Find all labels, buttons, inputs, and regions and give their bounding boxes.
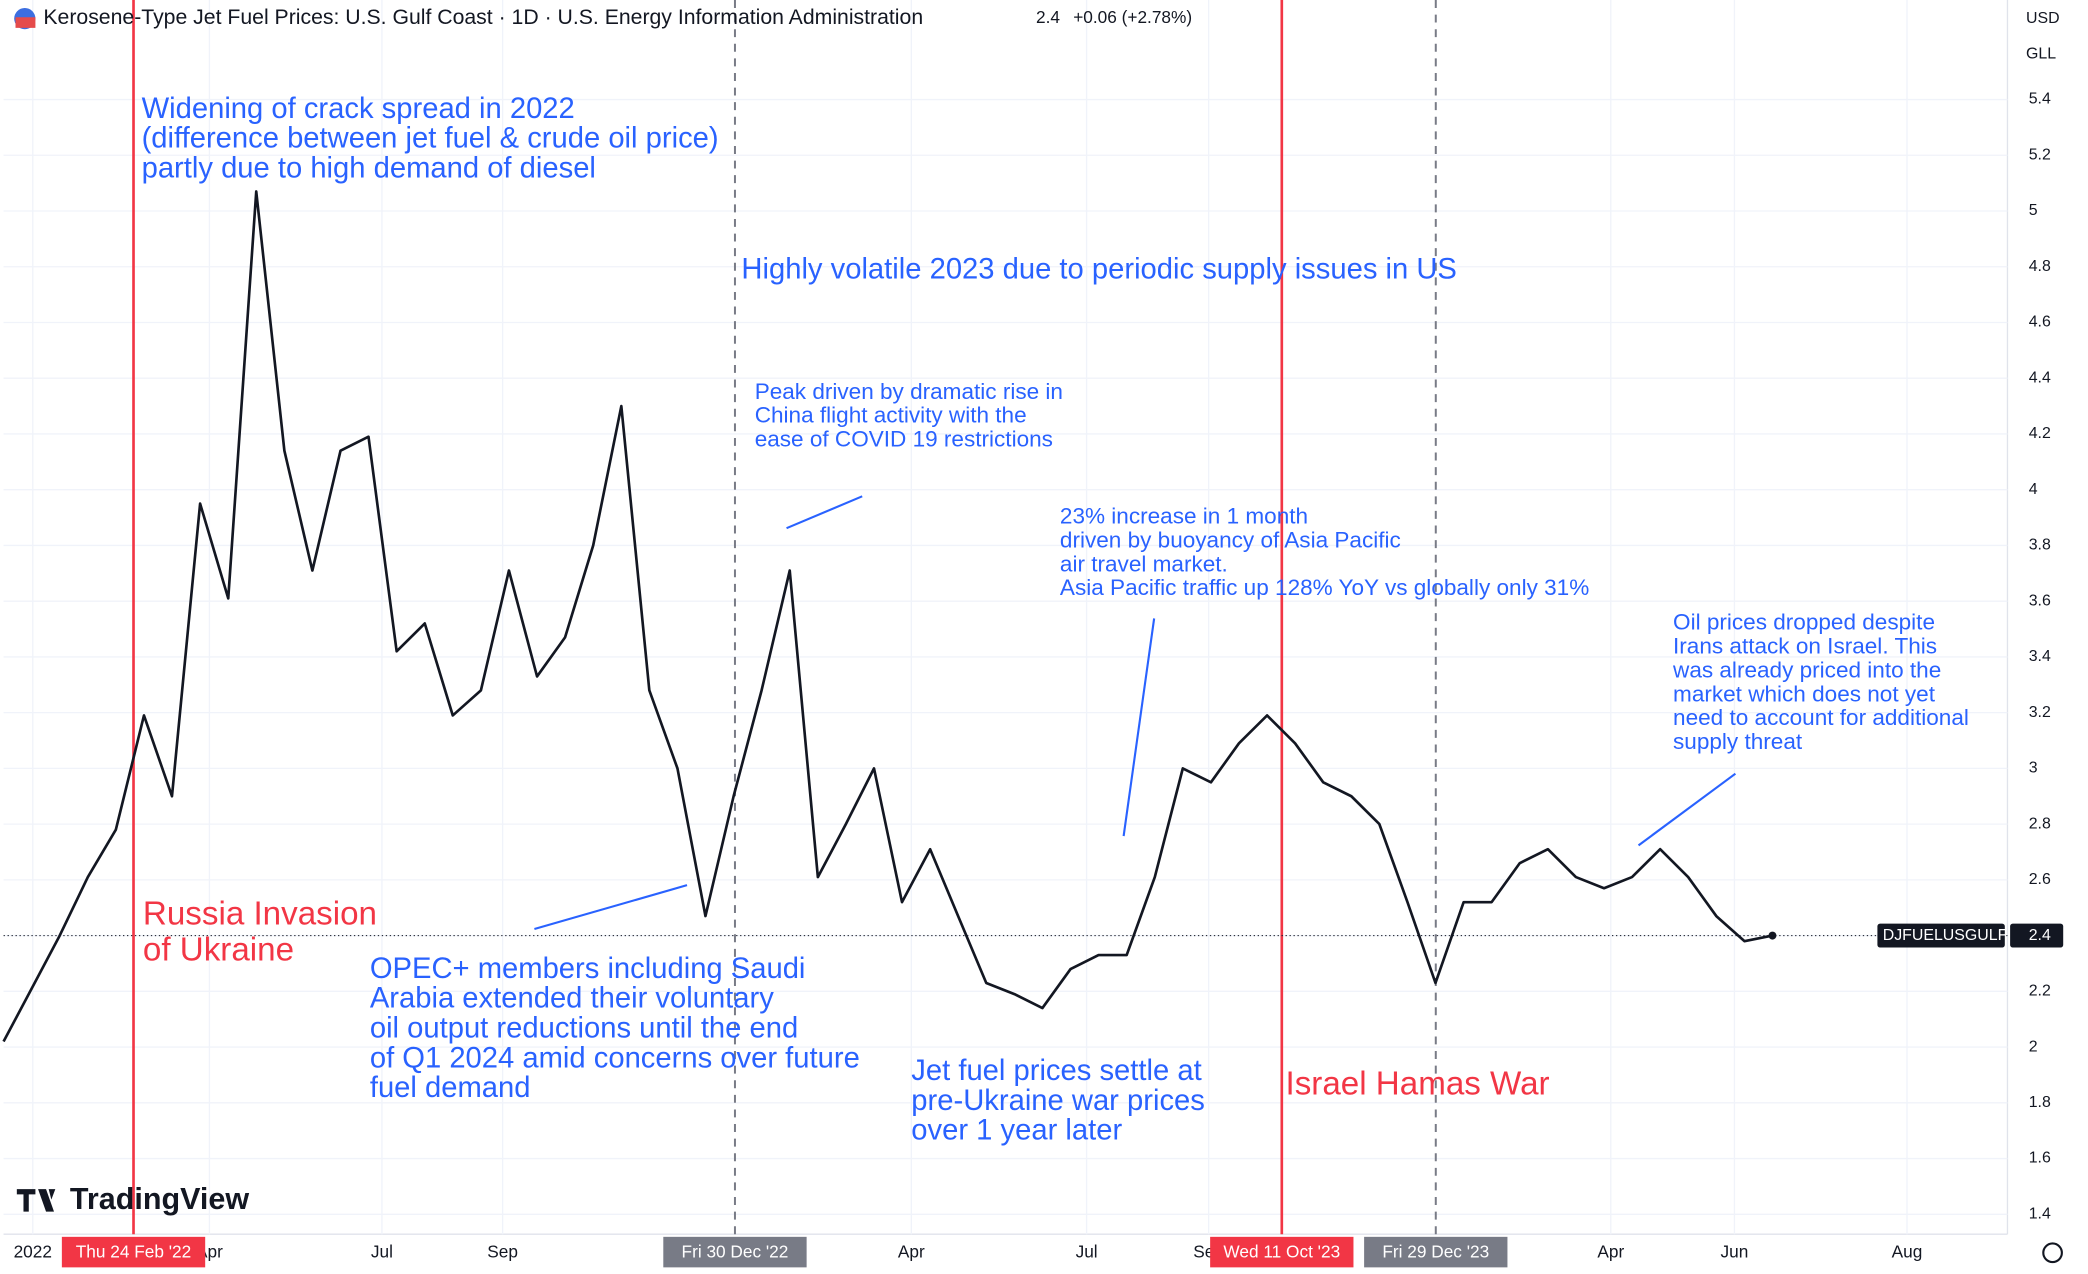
event-tag-label: Wed 11 Oct '23 bbox=[1223, 1241, 1340, 1261]
header-title: Kerosene-Type Jet Fuel Prices: U.S. Gulf… bbox=[43, 6, 923, 29]
annotation-text: oil output reductions until the end bbox=[370, 1013, 798, 1045]
y-tick-label: 4.8 bbox=[2029, 258, 2051, 275]
x-tick-label: Jul bbox=[371, 1241, 393, 1261]
y-tick-label: 1.8 bbox=[2029, 1094, 2051, 1111]
background bbox=[3, 0, 2085, 1274]
price-tag-value-box bbox=[2010, 923, 2064, 948]
last-point bbox=[1768, 931, 1777, 940]
y-tick-label: 3.6 bbox=[2029, 592, 2051, 609]
price-tag-box bbox=[1877, 923, 2005, 948]
annotation-text: Israel Hamas War bbox=[1286, 1065, 1550, 1102]
event-tag-box bbox=[1364, 1236, 1508, 1268]
annotation-text: 23% increase in 1 month bbox=[1060, 504, 1308, 529]
event-tag-box bbox=[1210, 1236, 1354, 1268]
annotation-text: Jet fuel prices settle at bbox=[911, 1055, 1201, 1087]
annotation-text: pre-Ukraine war prices bbox=[911, 1085, 1205, 1117]
annotation-text: supply threat bbox=[1673, 729, 1803, 754]
x-tick-label: Aug bbox=[1892, 1241, 1923, 1261]
y-tick-label: 5 bbox=[2029, 202, 2038, 219]
annotation-text: air travel market. bbox=[1060, 551, 1228, 576]
annotation-text: (difference between jet fuel & crude oil… bbox=[142, 123, 719, 155]
header-change: +0.06 (+2.78%) bbox=[1073, 7, 1192, 27]
brand-logo bbox=[16, 1189, 56, 1212]
y-tick-label: 4.4 bbox=[2029, 369, 2051, 386]
unit[interactable]: GLL bbox=[2026, 46, 2056, 63]
annotation-text: Arabia extended their voluntary bbox=[370, 983, 774, 1015]
y-tick-label: 4.6 bbox=[2029, 314, 2051, 331]
price-tag-value: 2.4 bbox=[2029, 927, 2051, 944]
annotation-text: Irans attack on Israel. This bbox=[1673, 634, 1937, 659]
y-tick-label: 5.2 bbox=[2029, 146, 2051, 163]
event-tag-label: Fri 30 Dec '22 bbox=[682, 1241, 789, 1261]
annotation-text: ease of COVID 19 restrictions bbox=[755, 427, 1053, 452]
x-tick-label: Apr bbox=[1597, 1241, 1624, 1261]
annotation-text: Widening of crack spread in 2022 bbox=[142, 93, 575, 125]
y-tick-label: 3 bbox=[2029, 760, 2038, 777]
annotation-text: Peak driven by dramatic rise in bbox=[755, 379, 1063, 404]
annotation-text: OPEC+ members including Saudi bbox=[370, 953, 806, 985]
event-tag-box bbox=[663, 1236, 807, 1268]
pointer bbox=[1122, 618, 1156, 837]
annotation-text: Highly volatile 2023 due to periodic sup… bbox=[741, 253, 1457, 285]
y-tick-label: 2.6 bbox=[2029, 871, 2051, 888]
annotation-text: Asia Pacific traffic up 128% YoY vs glob… bbox=[1060, 575, 1589, 600]
y-tick-label: 3.4 bbox=[2029, 648, 2051, 665]
pointer bbox=[534, 884, 688, 930]
settings-icon[interactable] bbox=[2042, 1242, 2063, 1264]
annotation-text: market which does not yet bbox=[1673, 681, 1936, 706]
y-tick-label: 4.2 bbox=[2029, 425, 2051, 442]
y-tick-label: 3.2 bbox=[2029, 704, 2051, 721]
annotation-text: driven by buoyancy of Asia Pacific bbox=[1060, 527, 1401, 552]
y-tick-label: 2 bbox=[2029, 1038, 2038, 1055]
annotation-text: China flight activity with the bbox=[755, 403, 1027, 428]
event-tag-label: Thu 24 Feb '22 bbox=[76, 1241, 191, 1261]
x-tick-label: Sep bbox=[487, 1241, 518, 1261]
y-tick-label: 3.8 bbox=[2029, 537, 2051, 554]
header-last: 2.4 bbox=[1036, 7, 1060, 27]
annotation-text: need to account for additional bbox=[1673, 705, 1969, 730]
annotation-text: Russia Invasion bbox=[143, 895, 377, 932]
annotation-text: fuel demand bbox=[370, 1072, 531, 1104]
annotation-pointers bbox=[534, 495, 1737, 930]
annotation-text: over 1 year later bbox=[911, 1115, 1122, 1147]
price-line bbox=[2, 190, 1773, 1043]
event-tag-label: Fri 29 Dec '23 bbox=[1382, 1241, 1489, 1261]
price-tag-name: DJFUELUSGULF bbox=[1883, 927, 2008, 944]
annotation-text: was already priced into the bbox=[1672, 657, 1941, 682]
y-tick-label: 2.2 bbox=[2029, 983, 2051, 1000]
x-tick-label: Jul bbox=[1076, 1241, 1098, 1261]
x-tick-label: Jun bbox=[1721, 1241, 1749, 1261]
x-tick-label: 2022 bbox=[14, 1241, 52, 1261]
pointer bbox=[786, 495, 863, 530]
y-tick-label: 2.8 bbox=[2029, 815, 2051, 832]
y-tick-label: 5.4 bbox=[2029, 91, 2051, 108]
annotation-text: of Q1 2024 amid concerns over future bbox=[370, 1042, 860, 1074]
y-tick-label: 1.6 bbox=[2029, 1150, 2051, 1167]
y-tick-label: 4 bbox=[2029, 481, 2038, 498]
pointer bbox=[1637, 772, 1737, 847]
annotation-text: partly due to high demand of diesel bbox=[142, 153, 596, 185]
x-tick-label: Apr bbox=[898, 1241, 925, 1261]
annotation-text: Oil prices dropped despite bbox=[1673, 610, 1935, 635]
annotation-text: of Ukraine bbox=[143, 931, 294, 968]
y-tick-label: 1.4 bbox=[2029, 1205, 2051, 1222]
event-tag-box bbox=[61, 1236, 206, 1268]
flag-icon-stripes bbox=[15, 17, 36, 28]
currency[interactable]: USD bbox=[2026, 10, 2060, 27]
brand-name: TradingView bbox=[70, 1182, 249, 1216]
